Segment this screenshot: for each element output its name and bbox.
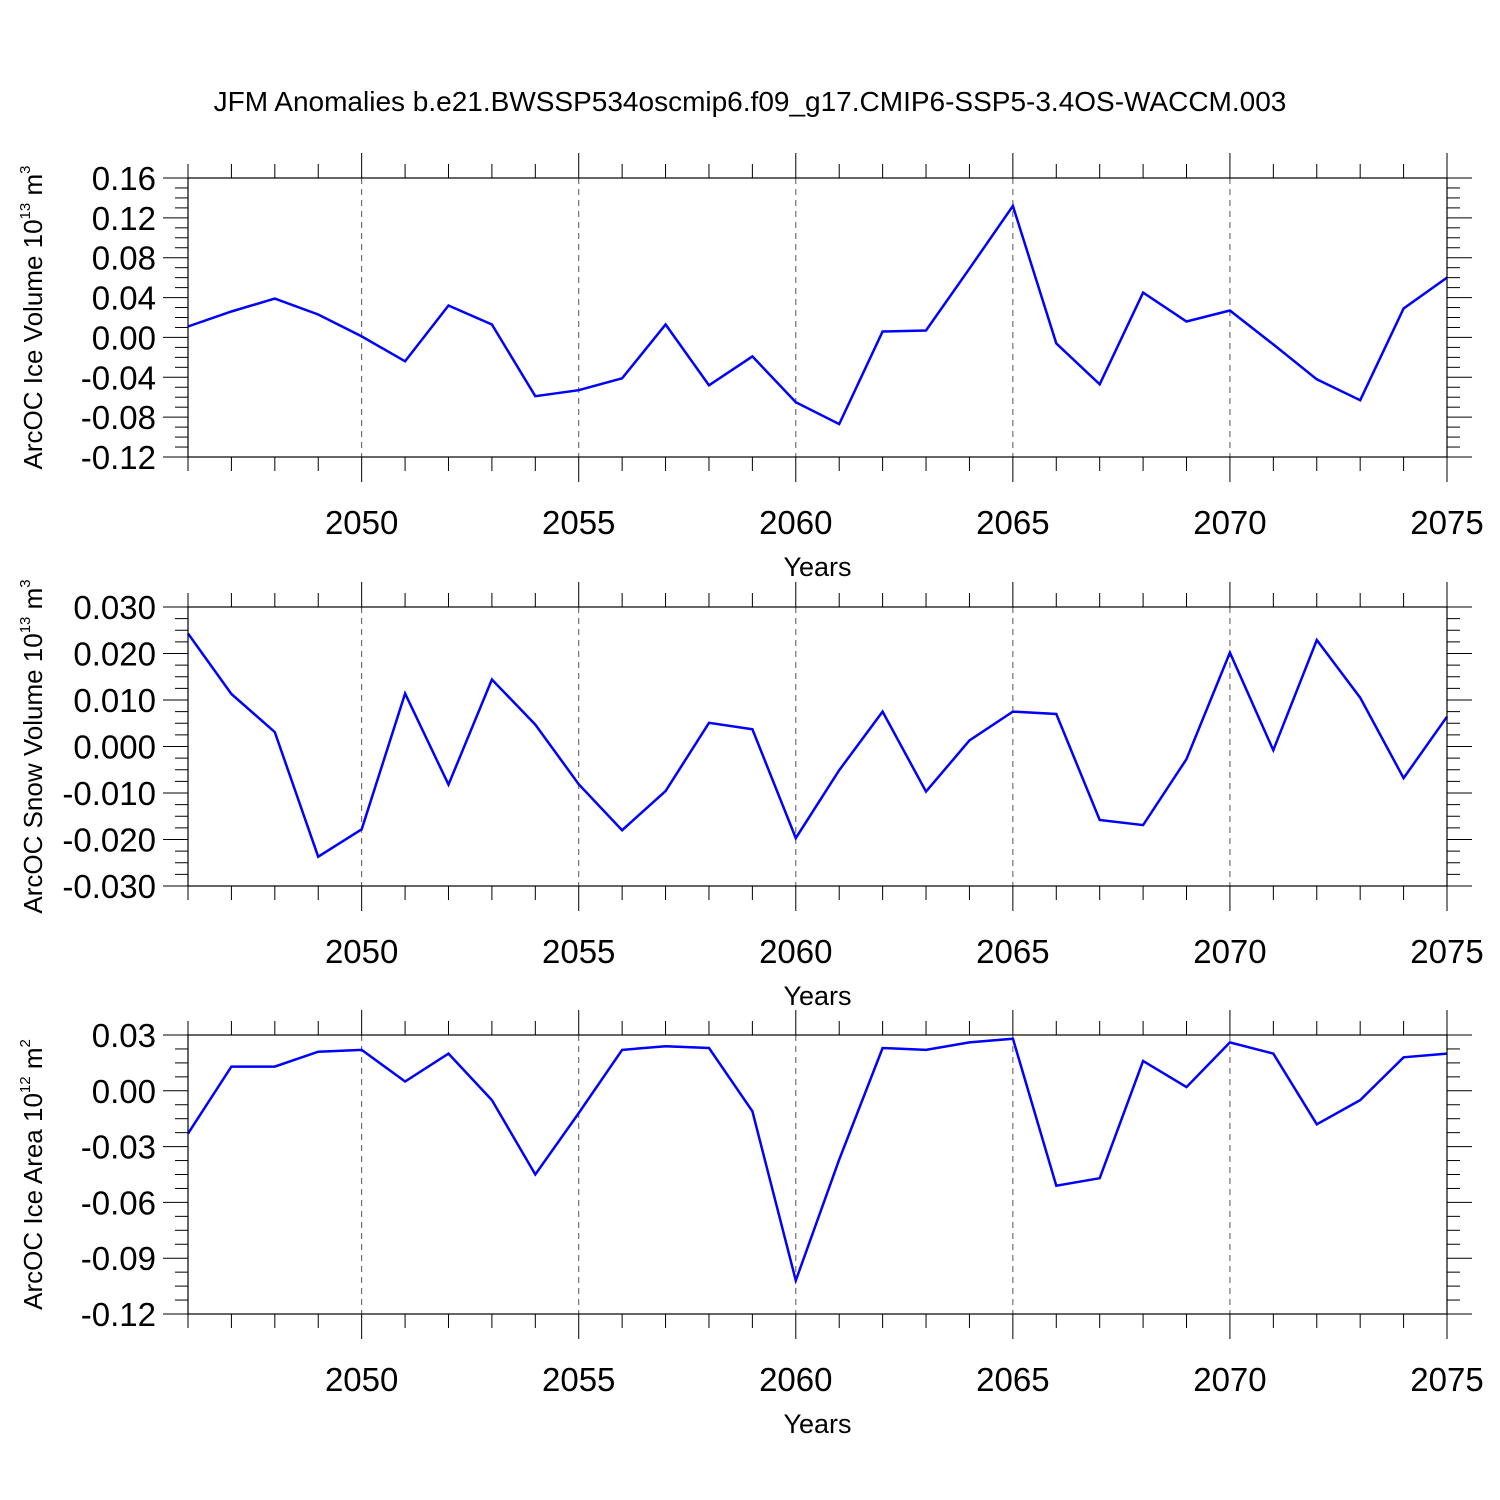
snow-volume-y-tick-label: -0.030 <box>62 868 156 905</box>
ice-volume-series-line <box>187 203 1448 426</box>
snow-volume-grid <box>361 607 1448 886</box>
ice-area-y-tick-label: -0.06 <box>81 1184 156 1221</box>
snow-volume-x-axis-label: Years <box>783 981 851 1011</box>
snow-volume-x-tick-label: 2065 <box>976 933 1049 970</box>
figure-title: JFM Anomalies b.e21.BWSSP534oscmip6.f09_… <box>214 86 1287 117</box>
snow-volume-y-tick-label: 0.020 <box>73 636 156 673</box>
ice-area-y-tick-label: -0.09 <box>81 1240 156 1277</box>
ice-volume-y-tick-label: 0.08 <box>92 240 156 277</box>
ice-area-x-ticks: 2050 2055 2060 2065 2070 2075 <box>187 1010 1484 1398</box>
ice-area-x-tick-label: 2055 <box>542 1361 615 1398</box>
ice-volume-x-axis-label: Years <box>783 552 851 582</box>
ice-area-y-tick-label: -0.12 <box>81 1296 156 1333</box>
ice-area-series-line <box>186 1037 1448 1285</box>
ice-area-grid <box>361 1035 1448 1314</box>
ice-volume-y-tick-label: -0.08 <box>81 399 156 436</box>
snow-volume-x-tick-label: 2070 <box>1193 933 1266 970</box>
ice-volume-x-tick-label: 2070 <box>1193 504 1266 541</box>
ice-volume-y-tick-label: -0.12 <box>81 439 156 476</box>
ice-volume-x-tick-label: 2050 <box>325 504 398 541</box>
ice-volume-plot-frame <box>187 177 1448 458</box>
ice-area-plot-frame <box>187 1034 1448 1315</box>
ice-volume-y-tick-label: 0.12 <box>92 200 156 237</box>
ice-volume-y-tick-label: -0.04 <box>81 359 156 396</box>
snow-volume-y-tick-label: -0.010 <box>62 775 156 812</box>
ice-area-y-axis-label: ArcOC Ice Area 1012 m2 <box>17 1039 48 1310</box>
ice-area-y-ticks: -0.12 -0.09 -0.06 -0.03 0.00 0.03 <box>81 1017 1472 1333</box>
ice-volume-x-tick-label: 2055 <box>542 504 615 541</box>
ice-volume-panel: -0.12-0.08-0.040.000.040.080.120.16 2050… <box>17 153 1484 582</box>
snow-volume-x-tick-label: 2060 <box>759 933 832 970</box>
snow-volume-panel: -0.030 -0.020 -0.010 0.000 0.010 0.020 0.030 2… <box>17 579 1484 1011</box>
snow-volume-x-tick-label: 2050 <box>325 933 398 970</box>
ice-volume-x-ticks: 2050 2055 2060 2065 2070 2075 <box>187 153 1484 541</box>
ice-area-y-tick-label: 0.00 <box>92 1073 156 1110</box>
snow-volume-x-tick-label: 2075 <box>1410 933 1483 970</box>
ice-area-x-axis-label: Years <box>783 1409 851 1439</box>
ice-area-x-tick-label: 2060 <box>759 1361 832 1398</box>
ice-area-x-tick-label: 2050 <box>325 1361 398 1398</box>
ice-area-x-tick-label: 2075 <box>1410 1361 1483 1398</box>
snow-volume-y-tick-label: 0.030 <box>73 589 156 626</box>
snow-volume-y-axis-label: ArcOC Snow Volume 1013 m3 <box>17 579 48 913</box>
snow-volume-series-line <box>186 632 1449 859</box>
ice-area-y-tick-label: 0.03 <box>92 1017 156 1054</box>
snow-volume-x-ticks: 2050 2055 2060 2065 2070 2075 <box>187 582 1484 970</box>
ice-volume-x-tick-label: 2060 <box>759 504 832 541</box>
ice-volume-x-tick-label: 2065 <box>976 504 1049 541</box>
ice-volume-y-tick-label: 0.04 <box>92 280 156 317</box>
ice-area-x-tick-label: 2070 <box>1193 1361 1266 1398</box>
ice-volume-y-ticks: -0.12-0.08-0.040.000.040.080.120.16 <box>81 160 1472 476</box>
snow-volume-plot-frame <box>187 606 1448 887</box>
ice-volume-y-tick-label: 0.16 <box>92 160 156 197</box>
snow-volume-y-tick-label: -0.020 <box>62 822 156 859</box>
ice-area-x-tick-label: 2065 <box>976 1361 1049 1398</box>
ice-volume-y-tick-label: 0.00 <box>92 319 156 356</box>
ice-volume-y-axis-label: ArcOC Ice Volume 1013 m3 <box>17 166 48 470</box>
snow-volume-x-tick-label: 2055 <box>542 933 615 970</box>
ice-volume-x-tick-label: 2075 <box>1410 504 1483 541</box>
snow-volume-y-tick-label: 0.010 <box>73 682 156 719</box>
ice-area-panel: -0.12 -0.09 -0.06 -0.03 0.00 0.03 2050 2055 206… <box>17 1010 1484 1439</box>
snow-volume-y-ticks: -0.030 -0.020 -0.010 0.000 0.010 0.020 0.030 <box>62 589 1472 905</box>
ice-volume-grid <box>361 178 1448 457</box>
ice-area-y-tick-label: -0.03 <box>81 1129 156 1166</box>
snow-volume-y-tick-label: 0.000 <box>73 729 156 766</box>
